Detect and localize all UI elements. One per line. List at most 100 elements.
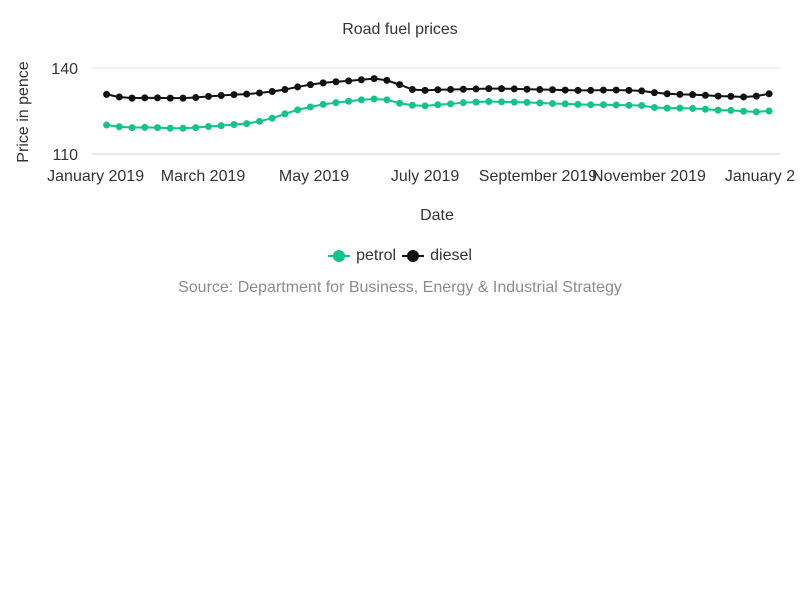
petrol-point[interactable] — [204, 122, 212, 130]
diesel-point[interactable] — [396, 81, 404, 89]
petrol-point[interactable] — [357, 96, 365, 104]
diesel-point[interactable] — [421, 86, 429, 94]
petrol-point[interactable] — [166, 124, 174, 132]
petrol-point[interactable] — [612, 101, 620, 109]
petrol-point[interactable] — [676, 104, 684, 112]
diesel-point[interactable] — [587, 86, 595, 94]
diesel-point[interactable] — [204, 92, 212, 100]
petrol-point[interactable] — [281, 110, 289, 118]
diesel-point[interactable] — [243, 90, 251, 98]
petrol-point[interactable] — [447, 100, 455, 108]
diesel-point[interactable] — [103, 90, 111, 98]
petrol-point[interactable] — [370, 95, 378, 103]
diesel-point[interactable] — [294, 83, 302, 91]
diesel-point[interactable] — [268, 88, 276, 96]
petrol-point[interactable] — [561, 100, 569, 108]
petrol-point[interactable] — [103, 121, 111, 129]
petrol-point[interactable] — [510, 98, 518, 106]
petrol-point[interactable] — [434, 101, 442, 109]
diesel-point[interactable] — [434, 86, 442, 94]
petrol-point[interactable] — [192, 124, 200, 132]
petrol-point[interactable] — [268, 114, 276, 122]
petrol-point[interactable] — [689, 104, 697, 112]
petrol-point[interactable] — [459, 99, 467, 107]
petrol-point[interactable] — [383, 96, 391, 104]
diesel-point[interactable] — [612, 86, 620, 94]
petrol-point[interactable] — [740, 107, 748, 115]
diesel-point[interactable] — [141, 94, 149, 102]
diesel-point[interactable] — [255, 89, 263, 97]
diesel-point[interactable] — [574, 86, 582, 94]
petrol-point[interactable] — [243, 120, 251, 128]
petrol-point[interactable] — [319, 100, 327, 108]
diesel-point[interactable] — [765, 90, 773, 98]
petrol-point[interactable] — [574, 100, 582, 108]
petrol-point[interactable] — [638, 102, 646, 110]
petrol-point[interactable] — [230, 120, 238, 128]
petrol-point[interactable] — [701, 105, 709, 113]
petrol-point[interactable] — [255, 117, 263, 125]
diesel-point[interactable] — [701, 91, 709, 99]
diesel-point[interactable] — [727, 92, 735, 100]
petrol-point[interactable] — [306, 103, 314, 111]
petrol-point[interactable] — [587, 101, 595, 109]
petrol-point[interactable] — [714, 106, 722, 114]
diesel-point[interactable] — [192, 94, 200, 102]
diesel-point[interactable] — [536, 86, 544, 93]
diesel-point[interactable] — [548, 86, 556, 94]
diesel-point[interactable] — [676, 90, 684, 98]
petrol-point[interactable] — [396, 99, 404, 107]
petrol-point[interactable] — [154, 124, 162, 132]
diesel-point[interactable] — [332, 78, 340, 86]
diesel-point[interactable] — [408, 86, 416, 93]
petrol-point[interactable] — [599, 101, 607, 109]
petrol-point[interactable] — [179, 124, 187, 132]
diesel-point[interactable] — [357, 76, 365, 84]
legend-item-diesel[interactable]: diesel — [402, 246, 472, 266]
diesel-point[interactable] — [230, 91, 238, 99]
diesel-point[interactable] — [459, 85, 467, 93]
diesel-point[interactable] — [689, 91, 697, 99]
diesel-point[interactable] — [485, 85, 493, 93]
diesel-point[interactable] — [752, 92, 760, 100]
petrol-point[interactable] — [421, 102, 429, 110]
diesel-point[interactable] — [115, 93, 123, 101]
petrol-point[interactable] — [663, 104, 671, 112]
diesel-point[interactable] — [650, 89, 658, 97]
petrol-point[interactable] — [141, 123, 149, 131]
diesel-point[interactable] — [663, 90, 671, 98]
petrol-point[interactable] — [498, 98, 506, 106]
petrol-point[interactable] — [625, 101, 633, 109]
petrol-point[interactable] — [472, 98, 480, 106]
diesel-point[interactable] — [154, 94, 162, 102]
diesel-point[interactable] — [166, 94, 174, 102]
petrol-point[interactable] — [332, 99, 340, 107]
petrol-point[interactable] — [294, 106, 302, 114]
petrol-point[interactable] — [128, 124, 136, 132]
diesel-point[interactable] — [498, 85, 506, 93]
diesel-point[interactable] — [281, 86, 289, 93]
petrol-point[interactable] — [523, 98, 531, 106]
diesel-point[interactable] — [561, 86, 569, 94]
petrol-point[interactable] — [345, 97, 353, 105]
petrol-point[interactable] — [548, 100, 556, 108]
petrol-point[interactable] — [408, 101, 416, 109]
petrol-point[interactable] — [752, 108, 760, 116]
diesel-point[interactable] — [638, 87, 646, 95]
petrol-point[interactable] — [536, 99, 544, 107]
petrol-point[interactable] — [217, 122, 225, 130]
diesel-point[interactable] — [128, 94, 136, 102]
diesel-point[interactable] — [370, 75, 378, 83]
diesel-point[interactable] — [179, 94, 187, 102]
petrol-point[interactable] — [727, 106, 735, 114]
petrol-point[interactable] — [765, 107, 773, 115]
diesel-point[interactable] — [625, 86, 633, 94]
diesel-point[interactable] — [319, 79, 327, 87]
petrol-point[interactable] — [115, 123, 123, 131]
diesel-point[interactable] — [523, 85, 531, 93]
diesel-point[interactable] — [306, 81, 314, 89]
diesel-point[interactable] — [740, 93, 748, 101]
diesel-point[interactable] — [345, 77, 353, 85]
diesel-point[interactable] — [599, 86, 607, 94]
diesel-point[interactable] — [510, 85, 518, 93]
